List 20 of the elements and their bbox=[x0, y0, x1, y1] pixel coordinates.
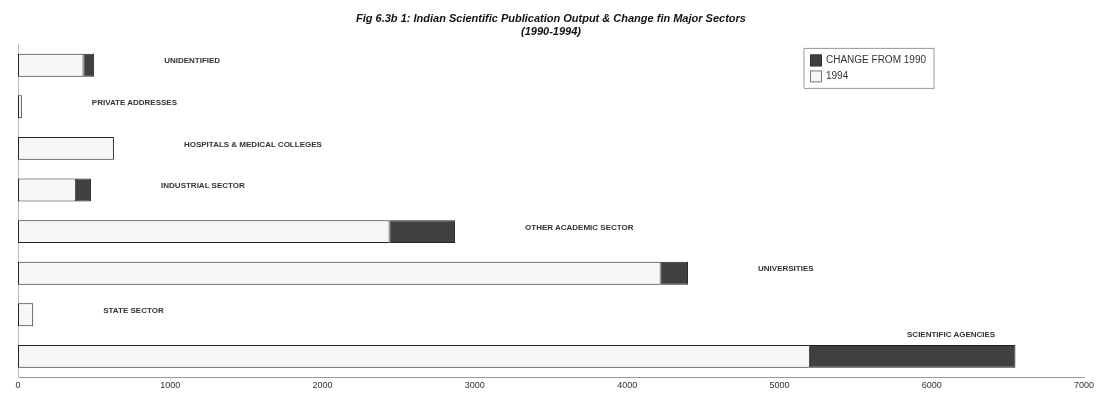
x-tick-label: 2000 bbox=[312, 380, 333, 391]
y-tick-label: UNIDENTIFIED bbox=[164, 56, 221, 66]
x-tick-label: 6000 bbox=[921, 380, 942, 391]
y-tick-label: HOSPITALS & MEDICAL COLLEGES bbox=[183, 139, 323, 149]
y-tick-label: SCIENTIFIC AGENCIES bbox=[907, 329, 996, 339]
legend-label: CHANGE FROM 1990 bbox=[825, 54, 927, 66]
chart-title: Fig 6.3b 1: Indian Scientific Publication Output & Change fin Major Sectors bbox=[356, 11, 746, 24]
x-tick-label: 5000 bbox=[769, 380, 790, 391]
y-tick-label: PRIVATE ADDRESSES bbox=[91, 98, 178, 107]
chart-subtitle: (1990-1994) bbox=[521, 24, 582, 37]
x-tick-label: 0 bbox=[15, 380, 21, 391]
x-tick-label: 7000 bbox=[1073, 380, 1095, 391]
y-tick-label: UNIVERSITIES bbox=[758, 264, 815, 274]
y-tick-label: INDUSTRIAL SECTOR bbox=[161, 181, 246, 191]
y-tick-label: STATE SECTOR bbox=[103, 306, 164, 315]
legend-label: 1994 bbox=[825, 70, 849, 82]
x-tick-label: 4000 bbox=[617, 380, 638, 391]
y-tick-label: OTHER ACADEMIC SECTOR bbox=[525, 222, 634, 232]
x-tick-label: 1000 bbox=[160, 380, 181, 391]
x-tick-label: 3000 bbox=[464, 380, 485, 391]
